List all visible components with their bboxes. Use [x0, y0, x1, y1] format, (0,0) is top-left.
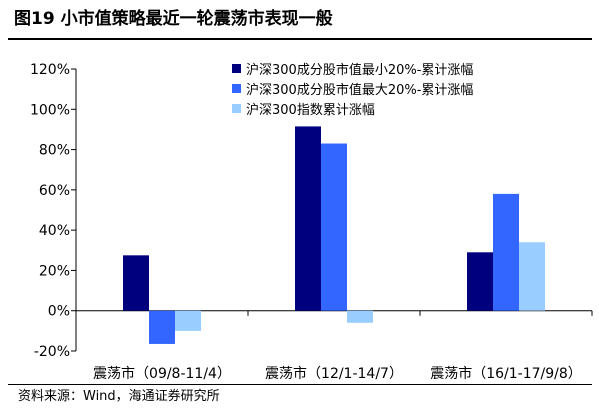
bar-chart: -20% 0% 20% 40% 60% 80% 100% 120% 震荡市（09/8-11/4…: [30, 62, 593, 382]
y-tick-label: 0%: [48, 304, 70, 320]
figure-title: 图19 小市值策略最近一轮震荡市表现一般: [14, 9, 333, 29]
source-note: 资料来源：Wind，海通证券研究所: [18, 389, 220, 404]
source-divider: [8, 384, 592, 385]
bar: [295, 126, 321, 311]
legend-label: 沪深300指数累计涨幅: [246, 102, 375, 118]
y-tick-labels: -20% 0% 20% 40% 60% 80% 100% 120%: [30, 62, 70, 360]
bar: [175, 310, 201, 331]
bar: [467, 252, 493, 311]
bar: [123, 255, 149, 311]
y-tick-label: 100%: [30, 102, 70, 118]
x-category-label: 震荡市（09/8-11/4）: [93, 365, 231, 382]
legend-swatch: [232, 104, 241, 113]
legend-label: 沪深300成分股市值最小20%-累计涨幅: [246, 62, 473, 78]
x-category-labels: 震荡市（09/8-11/4） 震荡市（12/1-14/7） 震荡市（16/1-17/…: [93, 365, 582, 382]
legend-label: 沪深300成分股市值最大20%-累计涨幅: [246, 82, 473, 98]
bar: [149, 310, 175, 344]
y-tick-label: 80%: [39, 143, 70, 159]
chart-legend: 沪深300成分股市值最小20%-累计涨幅沪深300成分股市值最大20%-累计涨幅…: [232, 62, 473, 118]
x-category-label: 震荡市（16/1-17/9/8）: [430, 365, 582, 382]
y-tick-label: 40%: [39, 223, 70, 239]
legend-swatch: [232, 64, 241, 73]
y-tick-label: 20%: [39, 263, 70, 279]
bar: [321, 143, 347, 311]
x-category-label: 震荡市（12/1-14/7）: [265, 365, 403, 382]
chart-bars: [123, 126, 545, 344]
bar: [347, 310, 373, 323]
legend-swatch: [232, 84, 241, 93]
y-tick-label: 60%: [39, 183, 70, 199]
bar: [493, 193, 519, 311]
y-tick-label: 120%: [30, 62, 70, 78]
y-tick-label: -20%: [34, 344, 70, 360]
title-divider: [8, 38, 592, 40]
bar: [519, 242, 545, 311]
